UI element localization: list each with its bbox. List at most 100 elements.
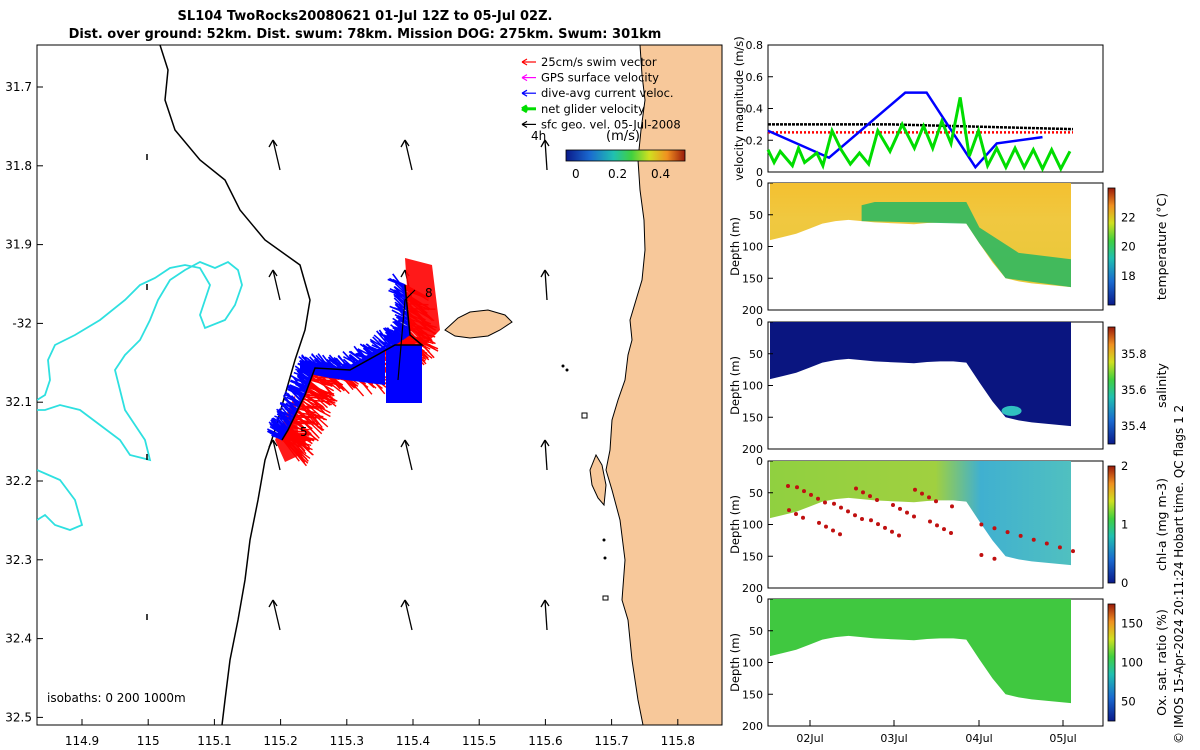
swim-vector [296,411,325,431]
chl-maximum-dot [992,526,997,531]
section-ytick-label: 100 [742,657,763,670]
chl-maximum-dot [875,497,879,502]
chl-maximum-dot [869,518,873,523]
swim-vector [302,398,332,403]
section-feature [861,202,1071,288]
swim-vector [302,397,331,414]
colorbar-tick-label: 22 [1121,210,1136,224]
velocity-ytick-label: 0 [756,166,763,179]
section-ytick-label: 200 [742,443,763,456]
velocity-series-line [767,91,1043,170]
chl-maximum-dot [1044,541,1049,546]
chl-maximum-dot [1057,545,1062,550]
island [444,309,513,339]
dive-vector [335,357,348,371]
colorbar-tick: 0 [572,167,580,181]
section-ytick-label: 150 [742,688,763,701]
dive-vector [398,303,409,317]
lon-tick-label: 114.9 [65,734,99,748]
map-panel: 8 5 114.9 115 115.1 115.2 115.3 115.4 115.5 115… [5,44,723,748]
dive-vector [294,389,304,401]
time-tick-label: 02Jul [796,732,823,745]
geo-arrow [272,139,281,171]
lon-tick-label: 115.4 [396,734,430,748]
dive-avg-vectors [266,273,422,441]
colorbar-tick-label: 2 [1121,459,1128,473]
geo-arrow [544,139,548,171]
chl-maximum-dot [935,523,939,528]
legend-label: GPS surface velocity [541,71,659,85]
dive-vector [382,327,399,344]
dive-vector [266,430,283,441]
lon-tick-label: 115.2 [263,734,297,748]
swim-vector [294,416,322,419]
chl-maximum-dot [1071,549,1075,554]
geo-arrow [544,269,548,301]
geo-arrowhead [540,139,550,148]
map-legend: 25cm/s swim vector GPS surface velocitydi… [521,55,681,131]
swim-vector [304,394,333,398]
chl-maximum-dot [823,500,827,505]
section-ytick-label: 0 [756,177,763,190]
chl-maximum-dot [905,510,909,515]
chl-maximum-dot [831,528,835,533]
chl-maximum-dot [942,527,946,532]
velocity-plot-frame [767,44,1104,173]
geo-arrow [404,139,413,171]
chl-maximum-dot [883,525,887,530]
section-colorbar [1107,187,1116,306]
dive-vector [278,416,290,430]
chl-maximum-dot [860,517,864,522]
chl-maximum-dot [920,491,924,496]
geo-arrowhead [400,139,410,148]
dive-vector [376,330,392,349]
map-latitude-ticks: 31.7 31.8 31.9 -32 32.1 32.2 32.3 32.4 32.5 [5,80,43,724]
credit-text: © IMOS 15-Apr-2024 20:11:24 Hobart time.… [1172,404,1186,744]
section-ytick-label: 100 [742,519,763,532]
chl-maximum-dot [802,489,806,494]
track-label-8: 8 [425,286,433,300]
chl-maximum-dot [898,506,902,511]
colorbar-tick-label: 35.6 [1121,383,1147,397]
lon-tick-label: 115 [137,734,160,748]
dive-vector [292,376,307,395]
chl-maximum-dot [876,522,880,527]
geo-arrowhead [400,599,410,608]
dive-vector [394,282,407,295]
velocity-ytick-label: 0.4 [746,103,764,116]
swim-vector [305,391,332,397]
geo-arrowhead [268,439,278,448]
chl-maximum-dot [913,487,917,492]
swim-vector [304,396,330,400]
dive-vector [288,388,303,403]
section-ytick-label: 100 [742,241,763,254]
dive-vector [285,402,297,414]
dive-vector [394,321,409,338]
geo-arrowhead [400,439,410,448]
dive-vector [299,374,309,387]
swim-vector [307,386,335,395]
section-colorbar [1107,326,1116,445]
section-ytick-label: 50 [749,209,763,222]
geo-arrow [404,439,413,471]
swim-vector [307,386,335,397]
chl-maximum-dot [839,505,843,510]
section-colorbar [1107,603,1116,722]
section-data-area [770,599,1071,704]
islet [603,556,607,560]
chl-maximum-dot [1005,530,1010,535]
chl-maximum-dot [846,509,850,514]
isobath-note: isobaths: 0 200 1000m [47,691,186,705]
section-ytick-label: 200 [742,304,763,317]
lon-tick-label: 115.5 [462,734,496,748]
swim-vector [296,411,324,418]
lon-tick-label: 115.3 [330,734,364,748]
chl-maximum-dot [927,495,931,500]
lat-tick-label: 31.9 [5,238,32,252]
islet [602,538,606,542]
section-ytick-label: 150 [742,550,763,563]
geo-arrowhead [540,439,550,448]
section-ytick-label: 200 [742,720,763,733]
colorbar-label: salinity [1154,362,1169,407]
chl-maximum-dot [809,492,813,497]
